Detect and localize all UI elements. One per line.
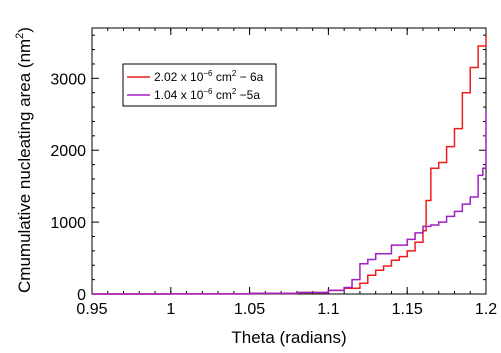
series-lines: [92, 35, 487, 295]
legend-label-series-2: 1.04 x 10−6 cm2 −5a: [154, 87, 260, 102]
x-axis-label: Theta (radians): [231, 328, 346, 347]
y-tick-label: 0: [77, 287, 86, 304]
x-tick-label: 1: [166, 301, 175, 318]
x-tick-label: 0.95: [76, 301, 107, 318]
legend-label-series-1: 2.02 x 10−6 cm2 − 6a: [154, 69, 264, 84]
series-line-2: [92, 110, 487, 295]
x-tick-label: 1.05: [234, 301, 265, 318]
x-tick-label: 1.15: [392, 301, 423, 318]
y-axis-label: Cmumulative nucleating area (nm2): [14, 27, 34, 293]
x-tick-label: 1.1: [317, 301, 339, 318]
axis-ticks: 0.95 1 1.05 1.1 1.15 1.2 0 1000 2000 3000: [50, 28, 497, 318]
y-tick-label: 3000: [50, 71, 86, 88]
legend-box: [122, 63, 277, 107]
x-tick-label: 1.2: [475, 301, 497, 318]
y-tick-label: 1000: [50, 215, 86, 232]
y-tick-label: 2000: [50, 143, 86, 160]
legend: 2.02 x 10−6 cm2 − 6a 1.04 x 10−6 cm2 −5a: [122, 63, 277, 107]
